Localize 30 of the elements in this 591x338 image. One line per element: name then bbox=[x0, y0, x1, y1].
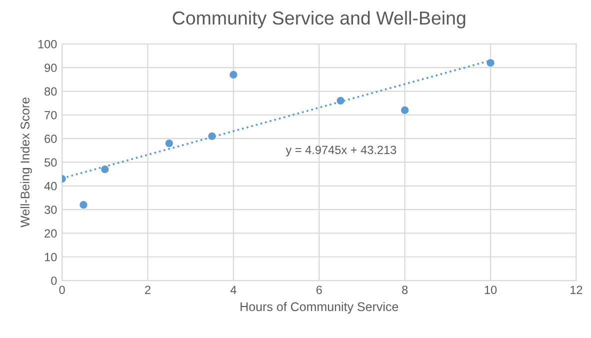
point bbox=[165, 140, 173, 148]
y-axis-title: Well-Being Index Score bbox=[20, 98, 32, 228]
y-tick-label: 0 bbox=[51, 276, 57, 285]
point bbox=[208, 132, 216, 140]
x-tick-label: 8 bbox=[402, 286, 408, 294]
y-tick-label: 20 bbox=[44, 229, 57, 238]
y-tick-label: 90 bbox=[44, 64, 57, 72]
point bbox=[230, 70, 238, 78]
y-tick-label: 70 bbox=[44, 110, 57, 120]
point bbox=[80, 201, 88, 209]
x-tick-label: 6 bbox=[316, 286, 322, 294]
y-tick-label: 30 bbox=[44, 206, 57, 214]
y-tick-label: 80 bbox=[44, 87, 57, 96]
x-axis-title: Hours of Community Service bbox=[240, 302, 398, 314]
x-tick-label: 12 bbox=[570, 286, 582, 294]
x-tick-label: 4 bbox=[230, 286, 236, 294]
y-tick-label: 100 bbox=[38, 40, 57, 48]
x-tick-label: 2 bbox=[145, 286, 150, 294]
y-tick-label: 60 bbox=[44, 134, 57, 143]
point bbox=[486, 59, 494, 67]
x-tick-label: 0 bbox=[59, 286, 65, 294]
x-tick-label: 10 bbox=[484, 286, 497, 294]
annotation: y = 4.9745x + 43.213 bbox=[286, 146, 396, 156]
chart-title: Community Service and Well-Being bbox=[172, 10, 466, 28]
y-tick-label: 40 bbox=[44, 182, 57, 190]
point bbox=[101, 166, 109, 174]
point bbox=[336, 96, 344, 105]
y-tick-label: 50 bbox=[44, 158, 57, 167]
y-tick-label: 10 bbox=[44, 252, 57, 262]
point bbox=[401, 106, 409, 114]
